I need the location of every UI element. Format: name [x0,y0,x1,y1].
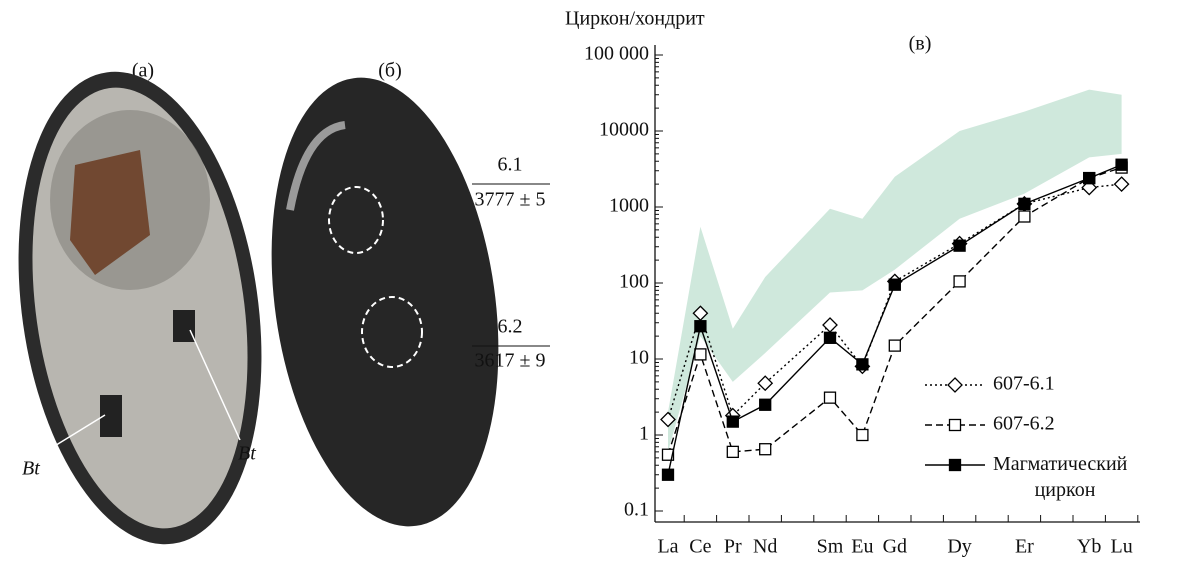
legend-label: 607-6.1 [993,373,1055,395]
marker [757,375,774,392]
y-tick-label: 1 [639,423,649,445]
marker [1115,158,1128,171]
y-axis-label: Циркон/хондрит [565,8,705,30]
marker [1018,210,1031,223]
marker [888,339,901,352]
leader [189,329,241,441]
x-tick-label: Ce [689,536,711,558]
marker [661,468,675,481]
y-tick-label: 100 000 [584,43,649,65]
grain-inclusion [70,150,150,275]
legend-label: 607-6.2 [993,413,1055,435]
x-tick-label: Yb [1077,536,1101,558]
biotite [173,310,195,342]
legend-marker [947,377,963,393]
spot [328,186,384,254]
cl-image [271,77,499,527]
marker [694,320,707,333]
cl-rim [286,121,346,211]
plot: 0.1 1 10 100 1000 10000 100 000 La Ce Pr Nd Sm Eu Gd D… [584,43,1140,558]
marker [694,348,707,361]
bt-label: Bt [22,458,40,480]
marker [661,448,675,461]
marker [726,445,739,459]
spot [361,296,423,368]
leader [39,414,106,456]
x-tick-label: Lu [1110,536,1132,558]
x-tick-label: Eu [851,536,873,558]
marker [953,275,966,288]
panel-label: (б) [378,60,402,82]
y-tick-label: 0.1 [624,499,649,521]
marker [1018,197,1031,211]
marker [1083,171,1096,185]
y-tick-label: 100 [619,271,649,293]
chart-title: (в) [909,33,932,55]
legend-label: Магматический циркон [993,453,1128,501]
marker [660,411,676,428]
marker [953,239,966,252]
range-band [668,89,1122,452]
x-tick-label: Pr [724,536,742,558]
marker [856,358,869,371]
marker [888,278,901,291]
spot-age: 3617 ± 9 [475,350,546,372]
marker [1113,176,1130,193]
biotite [100,395,122,437]
x-tick-label: Nd [753,536,777,558]
marker [759,398,772,411]
marker [726,415,739,428]
marker [856,428,869,442]
y-tick-label: 10000 [599,119,649,141]
y-tick-label: 1000 [609,195,649,217]
spot-id: 6.2 [498,316,523,338]
marker [823,331,837,344]
marker [759,443,772,456]
x-tick-label: Er [1015,536,1034,558]
bt-label: Bt [238,443,256,465]
series-line [667,166,1122,455]
x-tick-label: Gd [883,536,907,558]
spot-id: 6.1 [498,154,523,176]
legend-marker [948,418,962,432]
x-tick-label: Dy [947,536,971,558]
legend-marker [948,458,962,472]
spot-age: 3777 ± 5 [475,189,546,211]
marker [823,391,837,404]
x-tick-label: Sm [817,536,844,558]
x-tick-label: La [657,536,678,558]
marker [822,317,838,333]
y-tick-label: 10 [629,347,649,369]
